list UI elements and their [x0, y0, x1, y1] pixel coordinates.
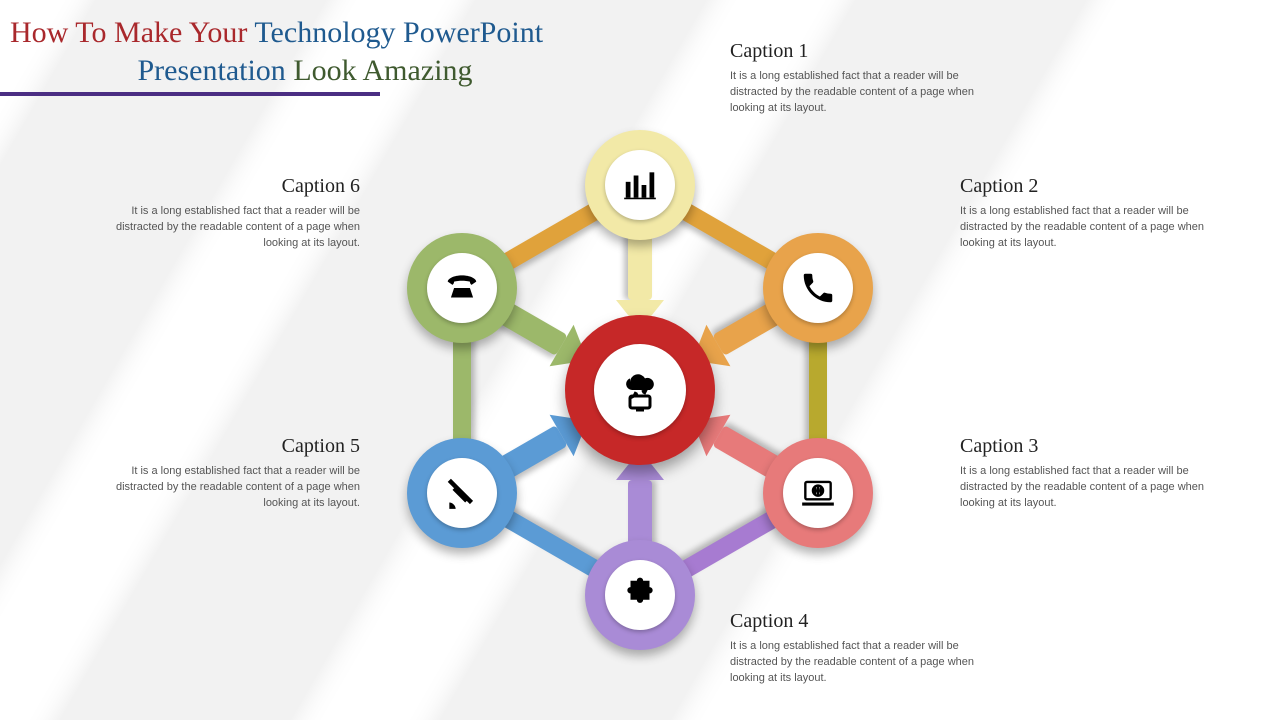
- caption-4: Caption 4 It is a long established fact t…: [730, 610, 990, 687]
- caption-body: It is a long established fact that a rea…: [960, 204, 1220, 252]
- diagram-node-2: [763, 233, 873, 343]
- title-underline: [0, 92, 380, 96]
- caption-body: It is a long established fact that a rea…: [100, 464, 360, 512]
- caption-1: Caption 1 It is a long established fact t…: [730, 40, 990, 117]
- caption-title: Caption 5: [100, 435, 360, 458]
- caption-body: It is a long established fact that a rea…: [100, 204, 360, 252]
- diagram-node-4: [585, 540, 695, 650]
- caption-title: Caption 4: [730, 610, 990, 633]
- diagram-node-3: [763, 438, 873, 548]
- old-phone-icon: [427, 253, 497, 323]
- caption-6: Caption 6 It is a long established fact t…: [100, 175, 360, 252]
- phone-handset-icon: [783, 253, 853, 323]
- diagram-node-6: [407, 233, 517, 343]
- laptop-globe-icon: [783, 458, 853, 528]
- satellite-icon: [427, 458, 497, 528]
- diagram-node-1: [585, 130, 695, 240]
- cloud-sync-icon: [594, 344, 686, 436]
- bar-chart-icon: [605, 150, 675, 220]
- caption-3: Caption 3 It is a long established fact t…: [960, 435, 1220, 512]
- center-node: [565, 315, 715, 465]
- caption-title: Caption 2: [960, 175, 1220, 198]
- page-title: How To Make Your Technology PowerPoint P…: [10, 14, 543, 89]
- diagram-stage: [0, 0, 1280, 720]
- caption-5: Caption 5 It is a long established fact t…: [100, 435, 360, 512]
- puzzle-icon: [605, 560, 675, 630]
- caption-body: It is a long established fact that a rea…: [960, 464, 1220, 512]
- caption-body: It is a long established fact that a rea…: [730, 639, 990, 687]
- caption-title: Caption 1: [730, 40, 990, 63]
- caption-body: It is a long established fact that a rea…: [730, 69, 990, 117]
- caption-2: Caption 2 It is a long established fact t…: [960, 175, 1220, 252]
- diagram-node-5: [407, 438, 517, 548]
- caption-title: Caption 3: [960, 435, 1220, 458]
- caption-title: Caption 6: [100, 175, 360, 198]
